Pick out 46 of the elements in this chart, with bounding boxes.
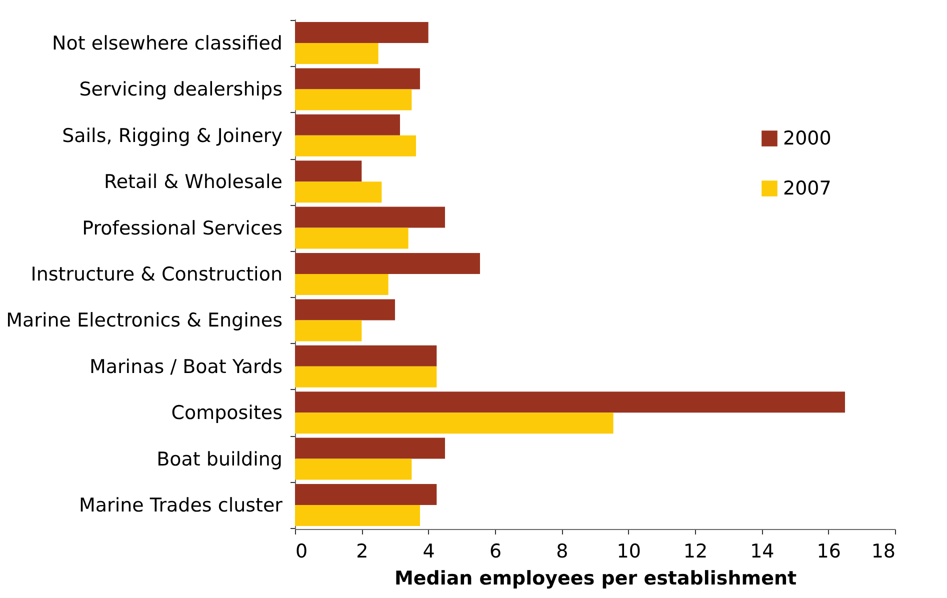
y-tick-label: Marinas / Boat Yards xyxy=(89,356,282,378)
legend-label: 2000 xyxy=(783,128,832,150)
bar xyxy=(295,182,382,203)
bar xyxy=(295,320,362,342)
bar xyxy=(295,68,420,90)
y-tick-label: Retail & Wholesale xyxy=(104,171,282,194)
y-tick-label: Boat building xyxy=(156,448,282,470)
bar xyxy=(295,299,395,320)
bar xyxy=(295,366,437,388)
y-tick-label: Not elsewhere classified xyxy=(52,32,282,55)
bar xyxy=(295,114,400,136)
y-tick-label: Composites xyxy=(171,402,282,424)
bar xyxy=(295,345,437,366)
bar xyxy=(295,274,388,295)
legend-label: 2007 xyxy=(783,178,832,200)
x-tick-label: 4 xyxy=(422,540,435,562)
x-tick-label: 6 xyxy=(489,540,502,562)
x-tick-label: 18 xyxy=(871,540,896,562)
x-tick-label: 8 xyxy=(556,540,568,562)
x-tick-label: 16 xyxy=(816,540,841,562)
bar xyxy=(295,160,362,182)
bar xyxy=(295,253,480,274)
y-tick-label: Instructure & Construction xyxy=(30,264,282,286)
bar xyxy=(295,412,614,434)
bar xyxy=(295,392,845,413)
bar xyxy=(295,458,412,480)
bar xyxy=(295,22,428,44)
bar xyxy=(295,438,445,459)
y-tick-label: Professional Services xyxy=(82,217,282,240)
bar xyxy=(295,484,437,505)
bar xyxy=(295,43,378,64)
bar xyxy=(295,135,416,156)
x-tick-label: 12 xyxy=(683,540,708,562)
y-tick-label: Marine Electronics & Engines xyxy=(6,310,282,332)
x-tick-label: 0 xyxy=(296,540,308,562)
bar xyxy=(295,206,445,228)
bar xyxy=(295,228,408,249)
bar xyxy=(295,89,412,110)
y-tick-label: Servicing dealerships xyxy=(79,78,282,101)
x-axis-title: Median employees per establishment xyxy=(394,568,797,590)
bar xyxy=(295,504,420,526)
y-tick-label: Sails, Rigging & Joinery xyxy=(62,124,282,147)
y-tick-label: Marine Trades cluster xyxy=(79,494,283,516)
x-tick-label: 2 xyxy=(356,540,368,562)
x-tick-label: 10 xyxy=(616,540,641,562)
x-tick-label: 14 xyxy=(750,540,774,562)
